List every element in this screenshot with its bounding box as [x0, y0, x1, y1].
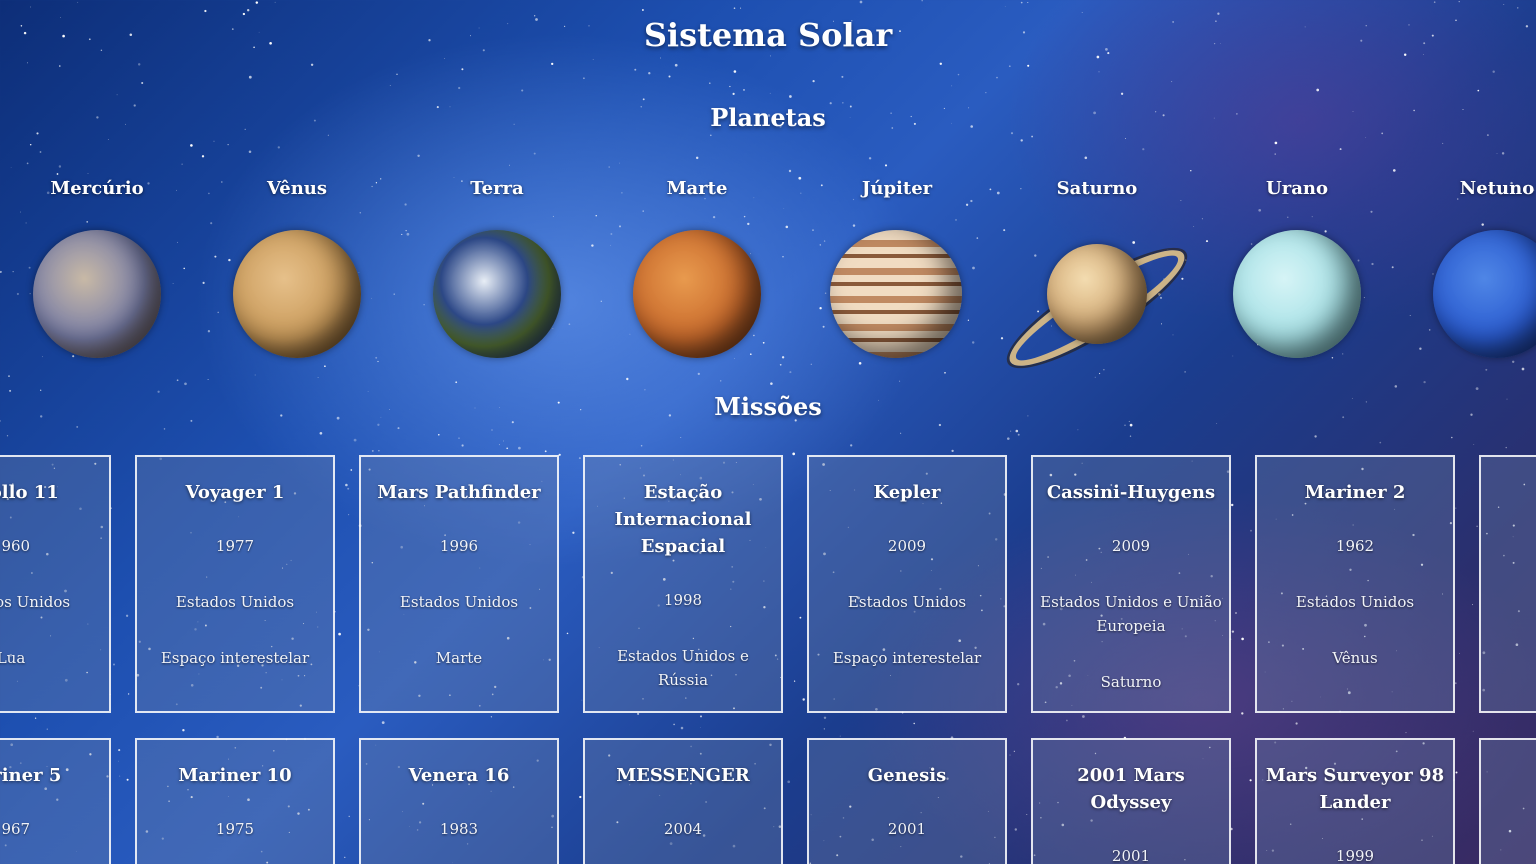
- planet-name: Saturno: [1056, 178, 1138, 199]
- neptune-planet-icon: [1433, 230, 1536, 358]
- planet-name: Vênus: [266, 178, 328, 199]
- mission-target: Lua: [0, 649, 26, 667]
- planet-card: Saturno: [997, 176, 1197, 383]
- mission-year: 1962: [1335, 537, 1375, 555]
- mission-target: Vênus: [1332, 649, 1378, 667]
- mission-year: 1977: [215, 537, 255, 555]
- mission-name: Mariner 2: [1304, 482, 1406, 503]
- mission-name: Venera 16: [408, 765, 510, 786]
- mission-country: Estados Unidos e União Europeia: [1040, 593, 1222, 635]
- mission-target: Marte: [435, 649, 483, 667]
- planet-card: Terra: [397, 176, 597, 358]
- mission-year: 2009: [1111, 537, 1151, 555]
- mission-year: 2009: [887, 537, 927, 555]
- mission-year: 2001: [1111, 847, 1151, 864]
- mission-country: Estados Unidos: [175, 593, 295, 611]
- planet-name: Marte: [666, 178, 728, 199]
- mercury-planet-icon: [33, 230, 161, 358]
- saturn-planet-icon: [1047, 244, 1147, 344]
- mission-name: Mars Pathfinder: [377, 482, 541, 503]
- mission-name: Mariner 10: [178, 765, 292, 786]
- mission-card[interactable]: Genesis 2001: [807, 738, 1007, 864]
- mission-card[interactable]: Mariner 2 1962 Estados Unidos Vênus: [1255, 455, 1455, 713]
- mission-year: 1998: [663, 591, 703, 609]
- mission-country: Estados Unidos: [1295, 593, 1415, 611]
- mission-name: Nozomi: [1483, 762, 1536, 789]
- mission-country: Estados Unidos: [399, 593, 519, 611]
- mission-name: Kepler: [873, 482, 941, 503]
- mission-year: 2004: [663, 820, 703, 838]
- planet-card: Marte: [597, 176, 797, 358]
- planet-name: Mercúrio: [50, 178, 144, 199]
- mission-year: 2001: [887, 820, 927, 838]
- mission-card[interactable]: Nozomi: [1479, 738, 1536, 864]
- mission-card[interactable]: Venera 16 1983: [359, 738, 559, 864]
- mission-year: 1967: [0, 820, 31, 838]
- mission-name: 2001 Mars Odyssey: [1077, 765, 1185, 813]
- mission-card[interactable]: Kepler 2009 Estados Unidos Espaço intereste…: [807, 455, 1007, 713]
- mission-name: Mariner 5: [0, 765, 62, 786]
- mission-card[interactable]: Mariner 5 1967: [0, 738, 111, 864]
- planets-heading: Planetas: [710, 103, 826, 132]
- mission-country: Estados Unidos e Rússia: [617, 647, 749, 689]
- mission-card[interactable]: Estação Internacional Espacial 1998 Estado…: [583, 455, 783, 713]
- missions-heading: Missões: [714, 392, 822, 421]
- mars-planet-icon: [633, 230, 761, 358]
- planet-card: Mercúrio: [0, 176, 197, 358]
- planet-name: Júpiter: [861, 178, 933, 199]
- mission-card[interactable]: Mariner 10 1975: [135, 738, 335, 864]
- mission-card[interactable]: Mars Pathfinder 1996 Estados Unidos Marte: [359, 455, 559, 713]
- planet-name: Terra: [470, 178, 524, 199]
- page-title: Sistema Solar: [643, 16, 893, 54]
- mission-target: Espaço interestelar: [160, 649, 310, 667]
- mission-year: 1983: [439, 820, 479, 838]
- uranus-planet-icon: [1233, 230, 1361, 358]
- mission-target: Espaço interestelar: [832, 649, 982, 667]
- mission-name: Cassini-Huygens: [1046, 482, 1216, 503]
- planet-card: Vênus: [197, 176, 397, 358]
- mission-name: Genesis: [867, 765, 947, 786]
- mission-card[interactable]: MESSENGER 2004: [583, 738, 783, 864]
- earth-planet-icon: [433, 230, 561, 358]
- mission-country: Estados Unidos: [847, 593, 967, 611]
- mission-card[interactable]: [1479, 455, 1536, 713]
- mission-card[interactable]: Cassini-Huygens 2009 Estados Unidos e Uniã…: [1031, 455, 1231, 713]
- mission-card[interactable]: 2001 Mars Odyssey 2001: [1031, 738, 1231, 864]
- mission-name: MESSENGER: [616, 765, 750, 786]
- mission-name: Voyager 1: [185, 482, 285, 503]
- mission-year: 1996: [439, 537, 479, 555]
- mission-name: Estação Internacional Espacial: [614, 482, 752, 557]
- planet-card: Netuno: [1397, 176, 1536, 358]
- mission-card[interactable]: Mars Surveyor 98 Lander 1999: [1255, 738, 1455, 864]
- mission-year: 1975: [215, 820, 255, 838]
- planet-card: Urano: [1197, 176, 1397, 358]
- planet-name: Urano: [1266, 178, 1328, 199]
- mission-name: Apollo 11: [0, 482, 59, 503]
- mission-name: Mars Surveyor 98 Lander: [1265, 765, 1445, 813]
- mission-country: Estados Unidos: [0, 593, 71, 611]
- mission-year: 1999: [1335, 847, 1375, 864]
- jupiter-planet-icon: [830, 230, 962, 358]
- planet-card: Júpiter: [797, 176, 997, 358]
- venus-planet-icon: [233, 230, 361, 358]
- mission-card[interactable]: Voyager 1 1977 Estados Unidos Espaço intere…: [135, 455, 335, 713]
- mission-target: Saturno: [1100, 673, 1162, 691]
- planet-name: Netuno: [1459, 178, 1535, 199]
